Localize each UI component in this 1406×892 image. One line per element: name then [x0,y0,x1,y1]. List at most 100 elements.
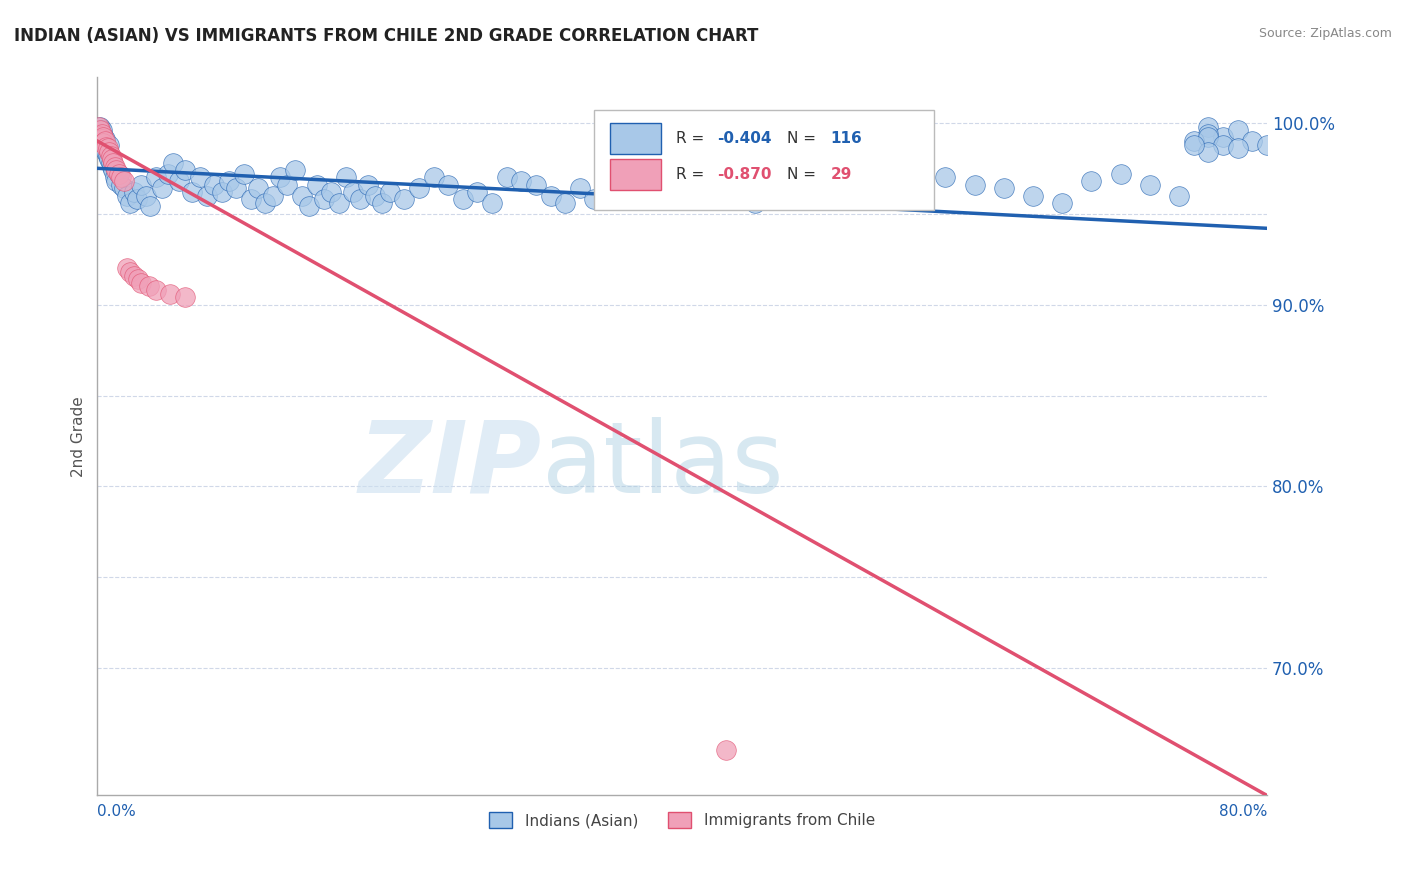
Point [91,130,114,145]
Text: 29: 29 [831,167,852,182]
Point [103,156,125,170]
Point [98,153,121,167]
Point [218,174,240,188]
Point [321,185,343,199]
Point [89,120,111,134]
Point [510,174,533,188]
Point [422,170,444,185]
Point [91,137,114,152]
Point [554,195,576,210]
Point [378,185,401,199]
Point [145,283,167,297]
Text: ZIP: ZIP [359,417,541,514]
Point [291,188,314,202]
Point [714,743,737,757]
Point [101,153,124,167]
Point [773,174,796,188]
Point [110,170,132,185]
Point [467,185,489,199]
Point [108,167,131,181]
Point [90,134,112,148]
Point [817,188,839,202]
Point [90,132,112,146]
Point [202,178,225,192]
Point [94,145,117,159]
Point [963,178,986,192]
Point [97,148,120,162]
Point [254,195,277,210]
Point [118,265,141,279]
Point [135,188,157,202]
Text: Source: ZipAtlas.com: Source: ZipAtlas.com [1258,27,1392,40]
FancyBboxPatch shape [610,123,661,154]
Point [145,170,167,185]
Point [100,156,122,170]
Point [613,178,636,192]
Point [1197,127,1219,141]
Point [641,192,664,206]
Point [104,170,127,185]
Text: 0.0%: 0.0% [97,805,136,820]
Point [112,174,135,188]
Text: INDIAN (ASIAN) VS IMMIGRANTS FROM CHILE 2ND GRADE CORRELATION CHART: INDIAN (ASIAN) VS IMMIGRANTS FROM CHILE … [14,27,758,45]
Point [759,170,782,185]
Point [162,156,184,170]
Point [846,174,869,188]
Point [876,185,898,199]
Point [188,170,211,185]
Point [122,185,145,199]
Point [93,134,115,148]
Point [1256,137,1278,152]
Point [312,192,335,206]
Point [700,192,723,206]
Point [298,199,321,213]
Point [905,192,928,206]
Text: R =: R = [676,131,710,146]
Point [714,181,737,195]
Point [129,276,152,290]
Point [108,167,131,181]
Text: N =: N = [787,167,821,182]
Point [437,178,460,192]
Point [1022,188,1045,202]
Point [1241,134,1264,148]
Text: 116: 116 [831,131,862,146]
Point [87,130,110,145]
Point [524,178,547,192]
Text: 80.0%: 80.0% [1219,805,1267,820]
Point [90,127,112,141]
Text: R =: R = [676,167,710,182]
Text: N =: N = [787,131,821,146]
Point [364,188,387,202]
Point [211,185,233,199]
Point [1109,167,1132,181]
Point [181,185,204,199]
Point [159,286,181,301]
Point [394,192,416,206]
Point [138,279,160,293]
Point [150,181,173,195]
Point [349,192,371,206]
Point [744,195,766,210]
Point [328,195,350,210]
Point [335,170,357,185]
Point [89,123,111,137]
Point [730,188,752,202]
Point [451,192,474,206]
Point [540,188,562,202]
Y-axis label: 2nd Grade: 2nd Grade [72,396,86,477]
Point [495,170,517,185]
Point [1050,195,1073,210]
Point [1212,137,1234,152]
Point [174,290,197,304]
Point [129,178,152,192]
Point [1226,141,1249,155]
Point [174,163,197,178]
Point [94,139,117,153]
Point [105,174,128,188]
Point [627,185,650,199]
Point [934,170,956,185]
Point [98,137,121,152]
Text: -0.404: -0.404 [717,131,772,146]
Point [105,163,128,178]
